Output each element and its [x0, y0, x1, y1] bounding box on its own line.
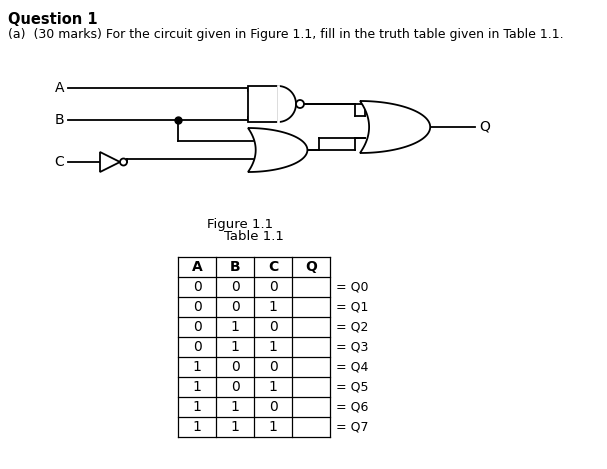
- Text: = Q3: = Q3: [336, 340, 368, 354]
- Text: C: C: [54, 155, 64, 169]
- Text: 0: 0: [269, 320, 277, 334]
- Text: A: A: [55, 81, 64, 95]
- Text: 0: 0: [192, 280, 202, 294]
- Text: 0: 0: [231, 280, 239, 294]
- Text: = Q4: = Q4: [336, 361, 368, 373]
- Text: 1: 1: [192, 360, 202, 374]
- Bar: [248, 86, 278, 122]
- Text: 1: 1: [231, 320, 239, 334]
- Text: 1: 1: [231, 400, 239, 414]
- Text: = Q7: = Q7: [336, 421, 368, 433]
- Text: 1: 1: [192, 380, 202, 394]
- Text: = Q2: = Q2: [336, 320, 368, 333]
- Text: Q: Q: [305, 260, 317, 274]
- Text: 1: 1: [231, 340, 239, 354]
- Text: (a)  (30 marks) For the circuit given in Figure 1.1, fill in the truth table giv: (a) (30 marks) For the circuit given in …: [8, 28, 564, 41]
- Text: 0: 0: [192, 340, 202, 354]
- Text: 0: 0: [269, 280, 277, 294]
- Circle shape: [296, 100, 304, 108]
- Circle shape: [120, 159, 127, 166]
- Text: = Q1: = Q1: [336, 301, 368, 313]
- Polygon shape: [248, 128, 307, 172]
- Text: 1: 1: [231, 420, 239, 434]
- Polygon shape: [100, 152, 120, 172]
- Text: = Q6: = Q6: [336, 401, 368, 414]
- Text: Q: Q: [479, 120, 490, 134]
- Text: Question 1: Question 1: [8, 12, 98, 27]
- Text: 1: 1: [268, 300, 277, 314]
- Text: 1: 1: [268, 380, 277, 394]
- Text: 0: 0: [231, 360, 239, 374]
- Text: 0: 0: [269, 400, 277, 414]
- Text: 1: 1: [268, 340, 277, 354]
- Text: 0: 0: [269, 360, 277, 374]
- Text: 0: 0: [231, 380, 239, 394]
- Text: C: C: [268, 260, 278, 274]
- Text: 0: 0: [231, 300, 239, 314]
- Text: B: B: [229, 260, 240, 274]
- Text: 1: 1: [268, 420, 277, 434]
- Text: Table 1.1: Table 1.1: [224, 230, 284, 243]
- Text: Figure 1.1: Figure 1.1: [207, 218, 273, 231]
- Text: 1: 1: [192, 420, 202, 434]
- Text: = Q0: = Q0: [336, 280, 368, 294]
- Text: 0: 0: [192, 320, 202, 334]
- Text: 0: 0: [192, 300, 202, 314]
- Text: 1: 1: [192, 400, 202, 414]
- Polygon shape: [360, 101, 430, 153]
- Text: A: A: [192, 260, 202, 274]
- Text: = Q5: = Q5: [336, 380, 368, 393]
- Text: B: B: [55, 113, 64, 127]
